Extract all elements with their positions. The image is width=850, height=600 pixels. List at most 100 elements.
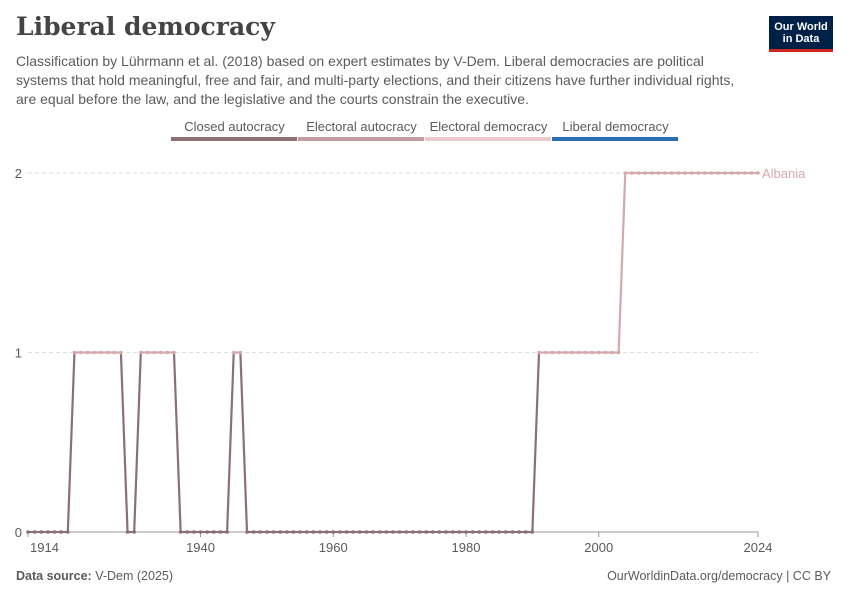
data-point[interactable] <box>26 530 30 534</box>
data-point[interactable] <box>583 350 588 355</box>
data-point[interactable] <box>590 350 594 355</box>
data-point[interactable] <box>298 530 302 534</box>
data-point[interactable] <box>105 350 110 355</box>
data-point[interactable] <box>424 530 428 534</box>
data-point[interactable] <box>291 530 296 534</box>
data-point[interactable] <box>703 171 707 175</box>
data-point[interactable] <box>742 171 747 175</box>
data-point[interactable] <box>756 171 760 175</box>
data-point[interactable] <box>265 530 269 534</box>
data-point[interactable] <box>676 171 681 175</box>
data-point[interactable] <box>152 350 156 355</box>
data-point[interactable] <box>530 530 535 534</box>
data-point[interactable] <box>92 350 97 355</box>
data-point[interactable] <box>577 350 581 355</box>
legend-label[interactable]: Liberal democracy <box>562 119 669 134</box>
data-point[interactable] <box>537 350 541 355</box>
owid-logo[interactable]: Our World in Data <box>769 16 833 52</box>
data-point[interactable] <box>391 530 395 534</box>
data-point[interactable] <box>112 350 117 355</box>
data-point[interactable] <box>66 530 70 534</box>
data-point[interactable] <box>610 350 614 355</box>
data-point[interactable] <box>729 171 734 175</box>
data-point[interactable] <box>285 530 289 534</box>
data-point[interactable] <box>192 530 196 534</box>
data-point[interactable] <box>643 171 647 175</box>
data-source-link[interactable]: V-Dem (2025) <box>95 569 174 583</box>
data-point[interactable] <box>39 530 44 534</box>
data-point[interactable] <box>358 530 362 534</box>
legend-label[interactable]: Closed autocracy <box>184 119 285 134</box>
legend-swatch[interactable] <box>552 137 678 141</box>
data-point[interactable] <box>377 530 382 534</box>
legend-label[interactable]: Electoral autocracy <box>306 119 417 134</box>
data-point[interactable] <box>630 171 634 175</box>
credit-link[interactable]: OurWorldinData.org/democracy | CC BY <box>607 569 831 583</box>
data-point[interactable] <box>550 350 555 355</box>
data-point[interactable] <box>669 171 674 175</box>
data-point[interactable] <box>431 530 435 534</box>
data-point[interactable] <box>46 530 50 534</box>
data-point[interactable] <box>212 530 216 534</box>
data-point[interactable] <box>450 530 455 534</box>
data-point[interactable] <box>231 350 236 355</box>
data-point[interactable] <box>245 530 249 534</box>
data-point[interactable] <box>79 350 83 355</box>
data-point[interactable] <box>324 530 329 534</box>
data-point[interactable] <box>311 530 316 534</box>
data-point[interactable] <box>636 171 641 175</box>
data-point[interactable] <box>616 350 621 355</box>
data-point[interactable] <box>510 530 515 534</box>
data-point[interactable] <box>139 350 143 355</box>
data-point[interactable] <box>464 530 468 534</box>
data-point[interactable] <box>404 530 409 534</box>
data-point[interactable] <box>59 530 63 534</box>
series-label[interactable]: Albania <box>762 166 806 181</box>
data-point[interactable] <box>477 530 482 534</box>
data-point[interactable] <box>205 530 209 534</box>
data-point[interactable] <box>331 530 336 534</box>
data-point[interactable] <box>251 530 256 534</box>
data-point[interactable] <box>709 171 714 175</box>
data-point[interactable] <box>437 530 442 534</box>
legend-swatch[interactable] <box>171 137 297 141</box>
data-point[interactable] <box>557 350 561 355</box>
data-point[interactable] <box>371 530 375 534</box>
data-point[interactable] <box>72 350 77 355</box>
data-point[interactable] <box>99 350 103 355</box>
data-point[interactable] <box>304 530 309 534</box>
data-point[interactable] <box>663 171 667 175</box>
data-point[interactable] <box>165 350 170 355</box>
data-point[interactable] <box>351 530 355 534</box>
data-point[interactable] <box>563 350 568 355</box>
data-point[interactable] <box>596 350 601 355</box>
data-point[interactable] <box>749 171 754 175</box>
data-point[interactable] <box>411 530 415 534</box>
data-point[interactable] <box>736 171 740 175</box>
data-point[interactable] <box>397 530 402 534</box>
data-point[interactable] <box>470 530 475 534</box>
data-point[interactable] <box>490 530 495 534</box>
data-point[interactable] <box>497 530 501 534</box>
data-point[interactable] <box>457 530 462 534</box>
data-point[interactable] <box>716 171 720 175</box>
data-point[interactable] <box>517 530 521 534</box>
data-point[interactable] <box>145 350 150 355</box>
data-point[interactable] <box>603 350 608 355</box>
data-point[interactable] <box>364 530 369 534</box>
data-point[interactable] <box>444 530 448 534</box>
data-point[interactable] <box>338 530 342 534</box>
data-point[interactable] <box>32 530 37 534</box>
data-point[interactable] <box>125 530 130 534</box>
legend-swatch[interactable] <box>425 137 551 141</box>
data-point[interactable] <box>623 171 628 175</box>
legend-swatch[interactable] <box>298 137 424 141</box>
data-point[interactable] <box>543 350 548 355</box>
data-point[interactable] <box>218 530 223 534</box>
data-point[interactable] <box>504 530 508 534</box>
data-point[interactable] <box>119 350 123 355</box>
data-point[interactable] <box>238 350 243 355</box>
data-point[interactable] <box>344 530 349 534</box>
data-point[interactable] <box>689 171 694 175</box>
data-point[interactable] <box>384 530 389 534</box>
